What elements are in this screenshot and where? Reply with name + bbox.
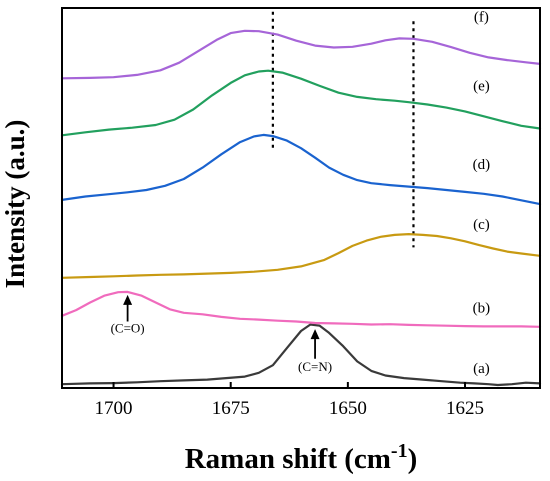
curve-label-3: (c) bbox=[473, 217, 490, 233]
peak-annotations: (C=O) (C=N) bbox=[111, 294, 332, 374]
curve-label-2: (b) bbox=[473, 300, 491, 316]
annotation-label-2: (C=N) bbox=[298, 359, 332, 374]
plot-frame bbox=[61, 7, 541, 389]
curve-labels: (a) (b) (c) (d) (e) (f) bbox=[473, 9, 491, 377]
series-line-b bbox=[60, 290, 542, 328]
x-axis-title: Raman shift (cm-1) bbox=[185, 440, 418, 475]
annotation-arrow-head-1 bbox=[123, 294, 133, 305]
annotation-label-1: (C=O) bbox=[111, 321, 145, 336]
reference-lines bbox=[271, 11, 415, 248]
x-tick-label: 1625 bbox=[446, 398, 484, 419]
curve-label-6: (f) bbox=[474, 9, 489, 25]
x-tick-label: 1700 bbox=[95, 398, 133, 419]
series-line-f bbox=[60, 29, 542, 80]
x-axis-ticks: 1700 1675 1650 1625 bbox=[95, 382, 484, 419]
annotation-arrow-head-2 bbox=[310, 329, 320, 340]
x-axis-title-main: Raman shift (cm bbox=[185, 443, 391, 475]
series-line-e bbox=[60, 69, 542, 137]
series-line-c bbox=[60, 233, 542, 279]
series-line-a bbox=[60, 323, 542, 387]
curve-label-4: (d) bbox=[473, 157, 491, 173]
series-line-d bbox=[60, 133, 542, 206]
curve-label-1: (a) bbox=[473, 361, 490, 377]
y-axis-title: Intensity (a.u.) bbox=[0, 120, 30, 289]
x-axis-title-close: ) bbox=[408, 443, 418, 475]
x-axis-title-sup: -1 bbox=[391, 440, 408, 462]
spectra-series bbox=[60, 29, 542, 387]
curve-label-5: (e) bbox=[473, 79, 490, 95]
x-tick-label: 1650 bbox=[329, 398, 367, 419]
x-tick-label: 1675 bbox=[212, 398, 250, 419]
